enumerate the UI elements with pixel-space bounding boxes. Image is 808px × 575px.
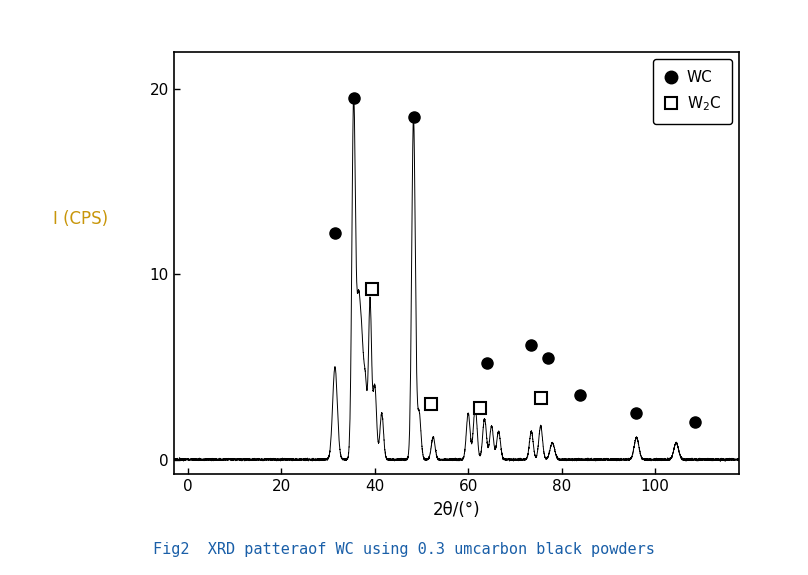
- Text: Fig2  XRD patteraof WC using 0.3 umcarbon black powders: Fig2 XRD patteraof WC using 0.3 umcarbon…: [153, 542, 655, 557]
- Text: I (CPS): I (CPS): [53, 209, 107, 228]
- X-axis label: 2θ/(°): 2θ/(°): [433, 501, 480, 519]
- Legend: WC, W$_2$C: WC, W$_2$C: [653, 59, 732, 124]
